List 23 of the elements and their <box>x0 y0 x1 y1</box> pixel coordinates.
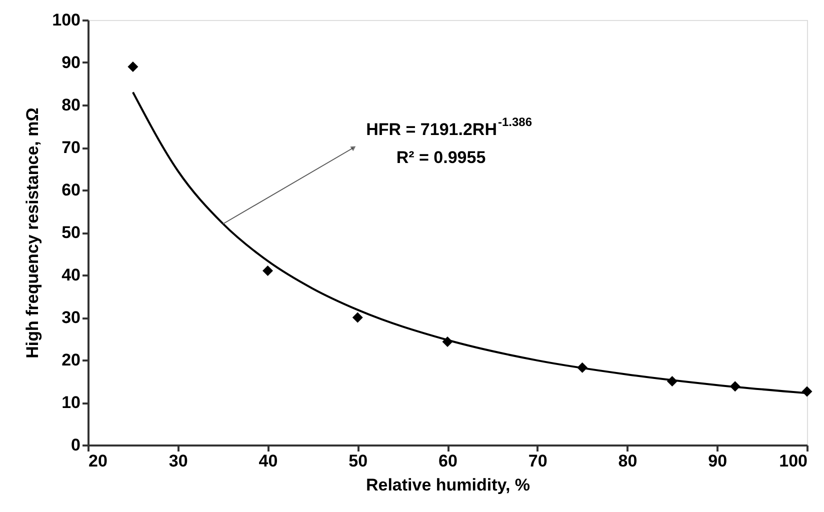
x-tick-label: 40 <box>258 452 278 470</box>
x-tick-label: 50 <box>348 452 368 470</box>
annotation: R² = 0.9955 <box>396 148 486 167</box>
y-axis-title: High frequency resistance, mΩ <box>23 108 42 358</box>
x-tick-label: 20 <box>88 452 108 470</box>
y-tick-label: 10 <box>62 393 80 412</box>
y-tick-label: 0 <box>71 436 80 454</box>
y-tick-label: 30 <box>62 308 80 327</box>
y-tick-label: 90 <box>62 53 80 72</box>
y-tick-label: 60 <box>62 180 80 200</box>
y-tick-label: 80 <box>62 96 80 114</box>
y-tick-label: 70 <box>62 138 80 157</box>
y-tick-label: 20 <box>62 350 80 370</box>
y-tick-label: 40 <box>62 266 80 284</box>
x-tick-label: 80 <box>618 452 638 470</box>
x-tick-label: 70 <box>528 452 548 470</box>
y-tick-label: 50 <box>62 223 80 242</box>
x-tick-label: 30 <box>168 452 188 470</box>
x-tick-label: 90 <box>708 452 728 470</box>
x-tick-label: 60 <box>438 452 458 470</box>
x-tick-label: 100 <box>779 452 808 470</box>
x-axis-title: Relative humidity, % <box>366 476 530 494</box>
y-tick-label: 100 <box>52 10 80 30</box>
